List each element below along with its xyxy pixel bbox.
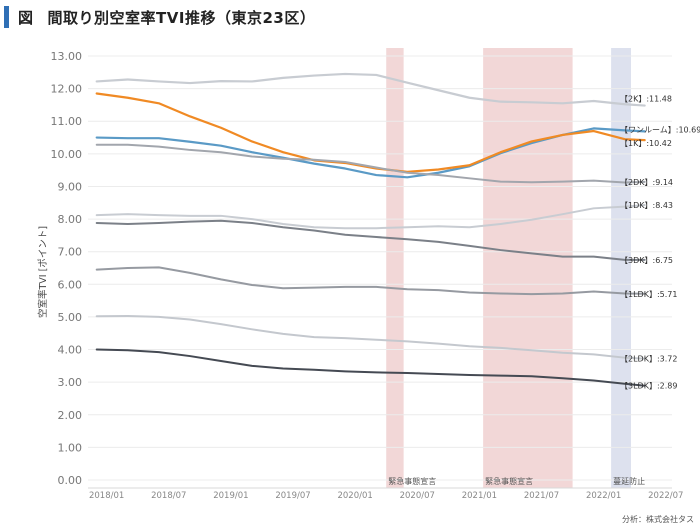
series-line-3DK (95, 219, 646, 261)
series-end-labels: 【2K】:11.48 【ワンルーム】:10.69 【1K】:10.42 【2DK】:9… (620, 95, 700, 391)
y-tick-label: 0.00 (58, 474, 83, 487)
x-tick-label: 2022/01 (586, 491, 621, 501)
shaded-period-label-2: 緊急事態宣言 (485, 476, 533, 486)
y-tick-label: 12.00 (51, 83, 83, 96)
figure-label: 図 (18, 9, 34, 27)
end-label-2K: 【2K】:11.48 (620, 95, 672, 104)
y-tick-label: 9.00 (58, 180, 83, 193)
end-label-2DK: 【2DK】:9.14 (620, 178, 673, 187)
y-tick-label: 1.00 (58, 441, 83, 454)
y-tick-label: 2.00 (58, 409, 83, 422)
y-axis-label: 空室率TVI [ポイント] (37, 226, 49, 318)
end-label-3DK: 【3DK】:6.75 (620, 256, 673, 265)
gridlines (88, 55, 672, 481)
shaded-period-labels: 緊急事態宣言 緊急事態宣言 蔓延防止 (388, 476, 645, 486)
series-line-3LDK (95, 348, 646, 387)
chart-title-text: 間取り別空室率TVI推移（東京23区） (47, 9, 316, 27)
chart-title: 図間取り別空室率TVI推移（東京23区） (18, 7, 315, 28)
source-credit: 分析：株式会社タス (622, 514, 694, 524)
end-label-1LDK: 【1LDK】:5.71 (620, 290, 677, 299)
series-line-1LDK (95, 266, 646, 296)
series-line-2K (95, 72, 646, 107)
y-tick-label: 13.00 (51, 50, 83, 63)
shaded-periods (386, 48, 631, 488)
y-tick-label: 3.00 (58, 376, 83, 389)
y-tick-label: 7.00 (58, 246, 83, 259)
shaded-period-3 (611, 48, 631, 488)
x-tick-label: 2021/01 (462, 491, 497, 501)
y-tick-label: 6.00 (58, 278, 83, 291)
shaded-period-label-3: 蔓延防止 (613, 476, 645, 486)
y-axis-ticks: 0.00 1.00 2.00 3.00 4.00 5.00 6.00 7.00 8.00 9.00… (51, 50, 83, 487)
y-tick-label: 11.00 (51, 115, 83, 128)
y-tick-label: 8.00 (58, 213, 83, 226)
x-axis-ticks: 2018/01 2018/07 2019/01 2019/07 2020/01 2020/… (88, 487, 683, 501)
x-tick-label: 2018/07 (151, 491, 186, 501)
x-tick-label: 2021/07 (524, 491, 559, 501)
series-lines (95, 72, 646, 387)
x-tick-label: 2019/07 (275, 491, 310, 501)
series-line-1DK (95, 204, 646, 230)
y-tick-label: 10.00 (51, 148, 83, 161)
end-label-2LDK: 【2LDK】:3.72 (620, 355, 677, 364)
end-label-ワンルーム: 【ワンルーム】:10.69 (620, 125, 700, 134)
x-tick-label: 2022/07 (648, 491, 683, 501)
series-line-2DK (95, 143, 646, 184)
y-tick-label: 4.00 (58, 344, 83, 357)
shaded-period-1 (386, 48, 404, 488)
shaded-period-2 (483, 48, 573, 488)
shaded-period-label-1: 緊急事態宣言 (388, 476, 436, 486)
x-tick-label: 2020/01 (337, 491, 372, 501)
x-tick-label: 2018/01 (89, 491, 124, 501)
end-label-1K: 【1K】:10.42 (620, 139, 672, 148)
series-line-2LDK (95, 314, 646, 360)
x-tick-label: 2019/01 (213, 491, 248, 501)
title-bar: 図間取り別空室率TVI推移（東京23区） (0, 0, 700, 34)
end-label-1DK: 【1DK】:8.43 (620, 201, 673, 210)
title-accent-bar (4, 6, 9, 28)
end-label-3LDK: 【3LDK】:2.89 (620, 382, 677, 391)
x-tick-label: 2020/07 (400, 491, 435, 501)
y-tick-label: 5.00 (58, 311, 83, 324)
